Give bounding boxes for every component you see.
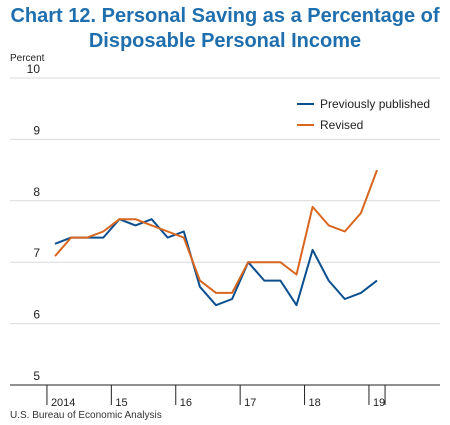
y-tick-label: 5	[33, 369, 40, 383]
x-tick-label: 17	[244, 397, 256, 409]
y-tick-label: 10	[27, 62, 41, 76]
y-tick-label: 7	[33, 246, 40, 260]
series-line-revised	[54, 169, 378, 294]
y-tick-label: 8	[33, 185, 40, 199]
series-line-previously-published	[54, 218, 378, 307]
y-tick-label: 6	[33, 308, 40, 322]
chart-title: Chart 12. Personal Saving as a Percentag…	[0, 4, 450, 54]
y-tick-label: 9	[33, 123, 40, 137]
x-tick-label: 15	[115, 397, 127, 409]
legend-label: Revised	[320, 118, 363, 132]
legend-label: Previously published	[320, 97, 430, 111]
chart-title-line2: Disposable Personal Income	[88, 30, 362, 52]
y-axis-label: Percent	[10, 53, 45, 64]
x-tick-label: 19	[373, 397, 385, 409]
x-tick-label: 18	[309, 397, 321, 409]
source-note: U.S. Bureau of Economic Analysis	[10, 410, 162, 421]
x-tick-label: 2014	[51, 397, 75, 409]
chart-title-line1: Chart 12. Personal Saving as a Percentag…	[10, 5, 440, 27]
x-tick-label: 16	[180, 397, 192, 409]
